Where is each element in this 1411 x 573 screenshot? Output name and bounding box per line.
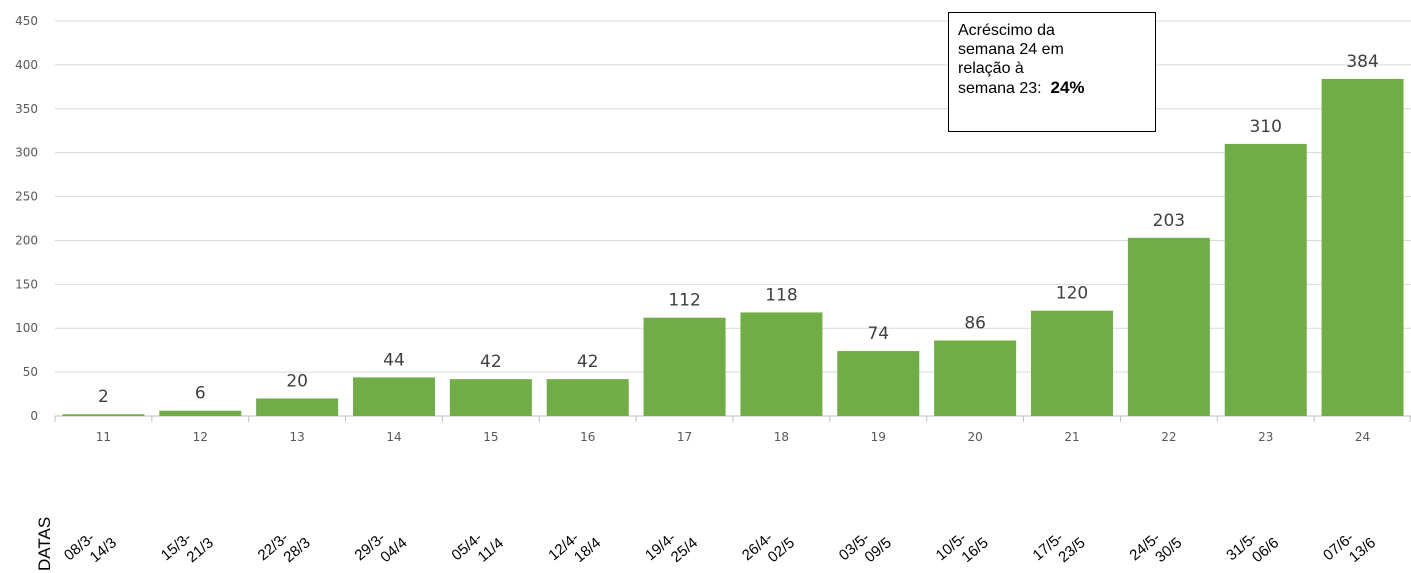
- data-label: 310: [1249, 117, 1281, 137]
- x-tick-label: 12: [193, 430, 208, 444]
- bar: [1321, 78, 1404, 416]
- date-label: 10/5-16/5: [933, 529, 992, 566]
- bar: [740, 312, 823, 416]
- date-label: 05/4-11/4: [448, 529, 507, 566]
- bar: [837, 351, 920, 416]
- data-label: 20: [286, 371, 308, 391]
- annotation-line-1: Acréscimo da: [958, 22, 1055, 39]
- y-axis-ticks: 0 50 100 150 200 250 300 350 400 450: [15, 14, 38, 423]
- date-label: 22/3-28/3: [255, 529, 314, 566]
- date-label: 19/4-25/4: [642, 529, 701, 566]
- bar: [1224, 143, 1307, 416]
- bar: [353, 377, 435, 416]
- annotation-box: Acréscimo da semana 24 em relação à sema…: [948, 12, 1156, 132]
- y-tick-label: 50: [23, 365, 38, 379]
- bars: [62, 78, 1404, 416]
- date-label: 29/3-04/4: [351, 529, 410, 566]
- annotation-line-2: semana 24 em: [958, 41, 1064, 58]
- x-tick-label: 14: [386, 430, 401, 444]
- date-label: 08/3-14/3: [61, 529, 120, 566]
- data-label: 203: [1153, 211, 1185, 231]
- date-label: 03/5-09/5: [836, 529, 895, 566]
- data-label: 74: [867, 324, 889, 344]
- data-label: 120: [1056, 284, 1088, 304]
- bar: [62, 414, 145, 416]
- x-tick-label: 18: [774, 430, 789, 444]
- gridlines: [55, 20, 1411, 417]
- data-label: 384: [1346, 52, 1378, 72]
- x-tick-label: 19: [871, 430, 886, 444]
- y-tick-label: 450: [15, 14, 38, 28]
- y-tick-label: 100: [15, 321, 38, 335]
- x-tick-label: 13: [290, 430, 305, 444]
- data-labels: 2 6 20 44 42 42 112 118 74 86 120 203 310 384: [98, 52, 1379, 407]
- bar: [643, 317, 726, 416]
- bar: [449, 379, 532, 416]
- data-label: 112: [668, 291, 700, 311]
- x-tick-label: 22: [1161, 430, 1176, 444]
- y-tick-label: 350: [15, 102, 38, 116]
- y-tick-label: 400: [15, 58, 38, 72]
- x-tick-label: 17: [677, 430, 692, 444]
- x-tick-label: 23: [1258, 430, 1273, 444]
- date-label: 24/5-30/5: [1126, 529, 1185, 566]
- x-tick-label: 16: [580, 430, 595, 444]
- date-label: 07/6-13/6: [1320, 529, 1379, 566]
- data-label: 86: [964, 314, 986, 334]
- x-tick-label: 11: [96, 430, 111, 444]
- annotation-line-4: semana 23: 24%: [958, 78, 1085, 97]
- x-tick-label: 20: [968, 430, 983, 444]
- y-tick-label: 300: [15, 146, 38, 160]
- date-labels: 08/3-14/3 15/3-21/3 22/3-28/3 29/3-04/4 05/4…: [61, 529, 1379, 566]
- x-axis-ticks: 11 12 13 14 15 16 17 18 19 20 21 22 23 24: [54, 416, 1411, 444]
- date-label: 26/4-02/5: [739, 529, 798, 566]
- date-label: 17/5-23/5: [1029, 529, 1088, 566]
- bar: [546, 379, 629, 416]
- data-label: 6: [195, 384, 206, 404]
- date-label: 15/3-21/3: [158, 529, 217, 566]
- data-label: 2: [98, 387, 109, 407]
- bar: [934, 340, 1017, 416]
- x-tick-label: 15: [483, 430, 498, 444]
- y-tick-label: 0: [30, 409, 38, 423]
- x-tick-label: 24: [1355, 430, 1370, 444]
- bar: [159, 410, 242, 416]
- y-tick-label: 250: [15, 190, 38, 204]
- data-label: 118: [765, 285, 797, 305]
- date-axis-label: DATAS: [35, 517, 54, 571]
- annotation-line-3: relação à: [958, 60, 1024, 77]
- bar: [1127, 237, 1210, 416]
- bar: [256, 398, 339, 416]
- x-tick-label: 21: [1064, 430, 1079, 444]
- data-label: 42: [480, 352, 502, 372]
- y-tick-label: 150: [15, 277, 38, 291]
- data-label: 42: [577, 352, 599, 372]
- date-label: 31/5-06/6: [1223, 529, 1282, 566]
- date-label: 12/4-18/4: [545, 529, 604, 566]
- data-label: 44: [383, 350, 405, 370]
- y-tick-label: 200: [15, 233, 38, 247]
- bar: [1031, 310, 1113, 416]
- annotation-value: 24%: [1050, 78, 1085, 97]
